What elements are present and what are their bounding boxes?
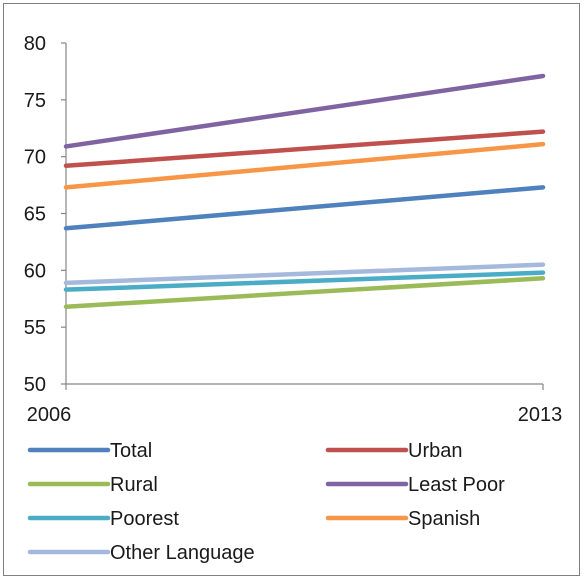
legend-label: Total [110, 440, 152, 462]
x-tick-label: 2013 [518, 404, 563, 426]
series-line-spanish [63, 141, 546, 190]
legend-label: Rural [110, 474, 158, 496]
y-tick-label: 70 [24, 147, 46, 169]
series-lines [63, 73, 546, 309]
legend-item: Rural [27, 474, 158, 496]
series-line-rural [63, 276, 546, 309]
series-line-poorest [63, 270, 546, 292]
legend-label: Other Language [110, 542, 255, 564]
legend-item: Total [27, 440, 152, 462]
y-tick-label: 75 [24, 90, 46, 112]
legend: Total Urban Rural Least Poor Poorest Spanish O… [27, 440, 505, 564]
legend-item: Urban [325, 440, 462, 462]
series-line-urban [63, 129, 546, 169]
legend-item: Poorest [27, 508, 179, 530]
series-line-other-language [63, 262, 546, 286]
x-tick-label: 2006 [27, 404, 72, 426]
y-tick-label: 65 [24, 204, 46, 226]
legend-label: Spanish [408, 508, 480, 530]
series-line-total [63, 185, 546, 231]
y-tick-label: 55 [24, 317, 46, 339]
axes: 50 55 60 65 70 75 80 2006 2013 [24, 33, 563, 426]
legend-item: Spanish [325, 508, 480, 530]
series-line-least-poor [63, 73, 546, 149]
legend-label: Least Poor [408, 474, 505, 496]
y-tick-label: 60 [24, 260, 46, 282]
y-tick-label: 50 [24, 374, 46, 396]
legend-label: Poorest [110, 508, 179, 530]
legend-item: Least Poor [325, 474, 505, 496]
y-tick-label: 80 [24, 33, 46, 55]
legend-label: Urban [408, 440, 462, 462]
legend-item: Other Language [27, 542, 255, 564]
